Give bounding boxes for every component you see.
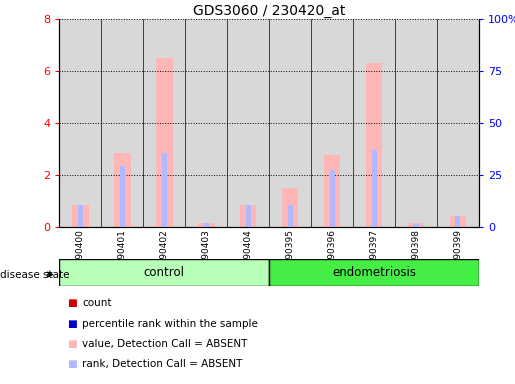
Bar	[101, 19, 143, 227]
Bar	[119, 166, 125, 227]
Text: control: control	[144, 266, 185, 279]
Bar	[185, 19, 227, 227]
Bar	[246, 205, 251, 227]
Bar	[450, 216, 467, 227]
Bar	[227, 19, 269, 227]
Bar	[455, 216, 460, 227]
Bar	[311, 19, 353, 227]
Bar	[59, 19, 101, 227]
Text: rank, Detection Call = ABSENT: rank, Detection Call = ABSENT	[82, 359, 243, 369]
Bar	[269, 19, 311, 227]
Bar	[269, 259, 479, 286]
Bar	[198, 223, 215, 227]
Bar	[371, 150, 376, 227]
Bar	[114, 153, 131, 227]
Bar	[414, 224, 419, 227]
Bar	[437, 19, 479, 227]
Bar	[162, 153, 167, 227]
Bar	[395, 19, 437, 227]
Text: ■: ■	[67, 319, 77, 329]
Text: count: count	[82, 298, 112, 308]
Text: ■: ■	[67, 359, 77, 369]
Bar	[287, 205, 293, 227]
Text: ■: ■	[67, 339, 77, 349]
Bar	[143, 19, 185, 227]
Bar	[323, 155, 340, 227]
Title: GDS3060 / 230420_at: GDS3060 / 230420_at	[193, 4, 345, 18]
Bar	[78, 205, 83, 227]
Bar	[203, 223, 209, 227]
Bar	[366, 63, 383, 227]
Bar	[156, 58, 173, 227]
Text: disease state: disease state	[0, 270, 70, 280]
Text: ■: ■	[67, 298, 77, 308]
Bar	[72, 205, 89, 227]
Text: endometriosis: endometriosis	[332, 266, 416, 279]
Bar	[353, 19, 395, 227]
Text: percentile rank within the sample: percentile rank within the sample	[82, 319, 259, 329]
Bar	[239, 205, 256, 227]
Bar	[330, 170, 335, 227]
Text: value, Detection Call = ABSENT: value, Detection Call = ABSENT	[82, 339, 248, 349]
Bar	[282, 188, 299, 227]
Bar	[59, 259, 269, 286]
Bar	[407, 223, 424, 227]
